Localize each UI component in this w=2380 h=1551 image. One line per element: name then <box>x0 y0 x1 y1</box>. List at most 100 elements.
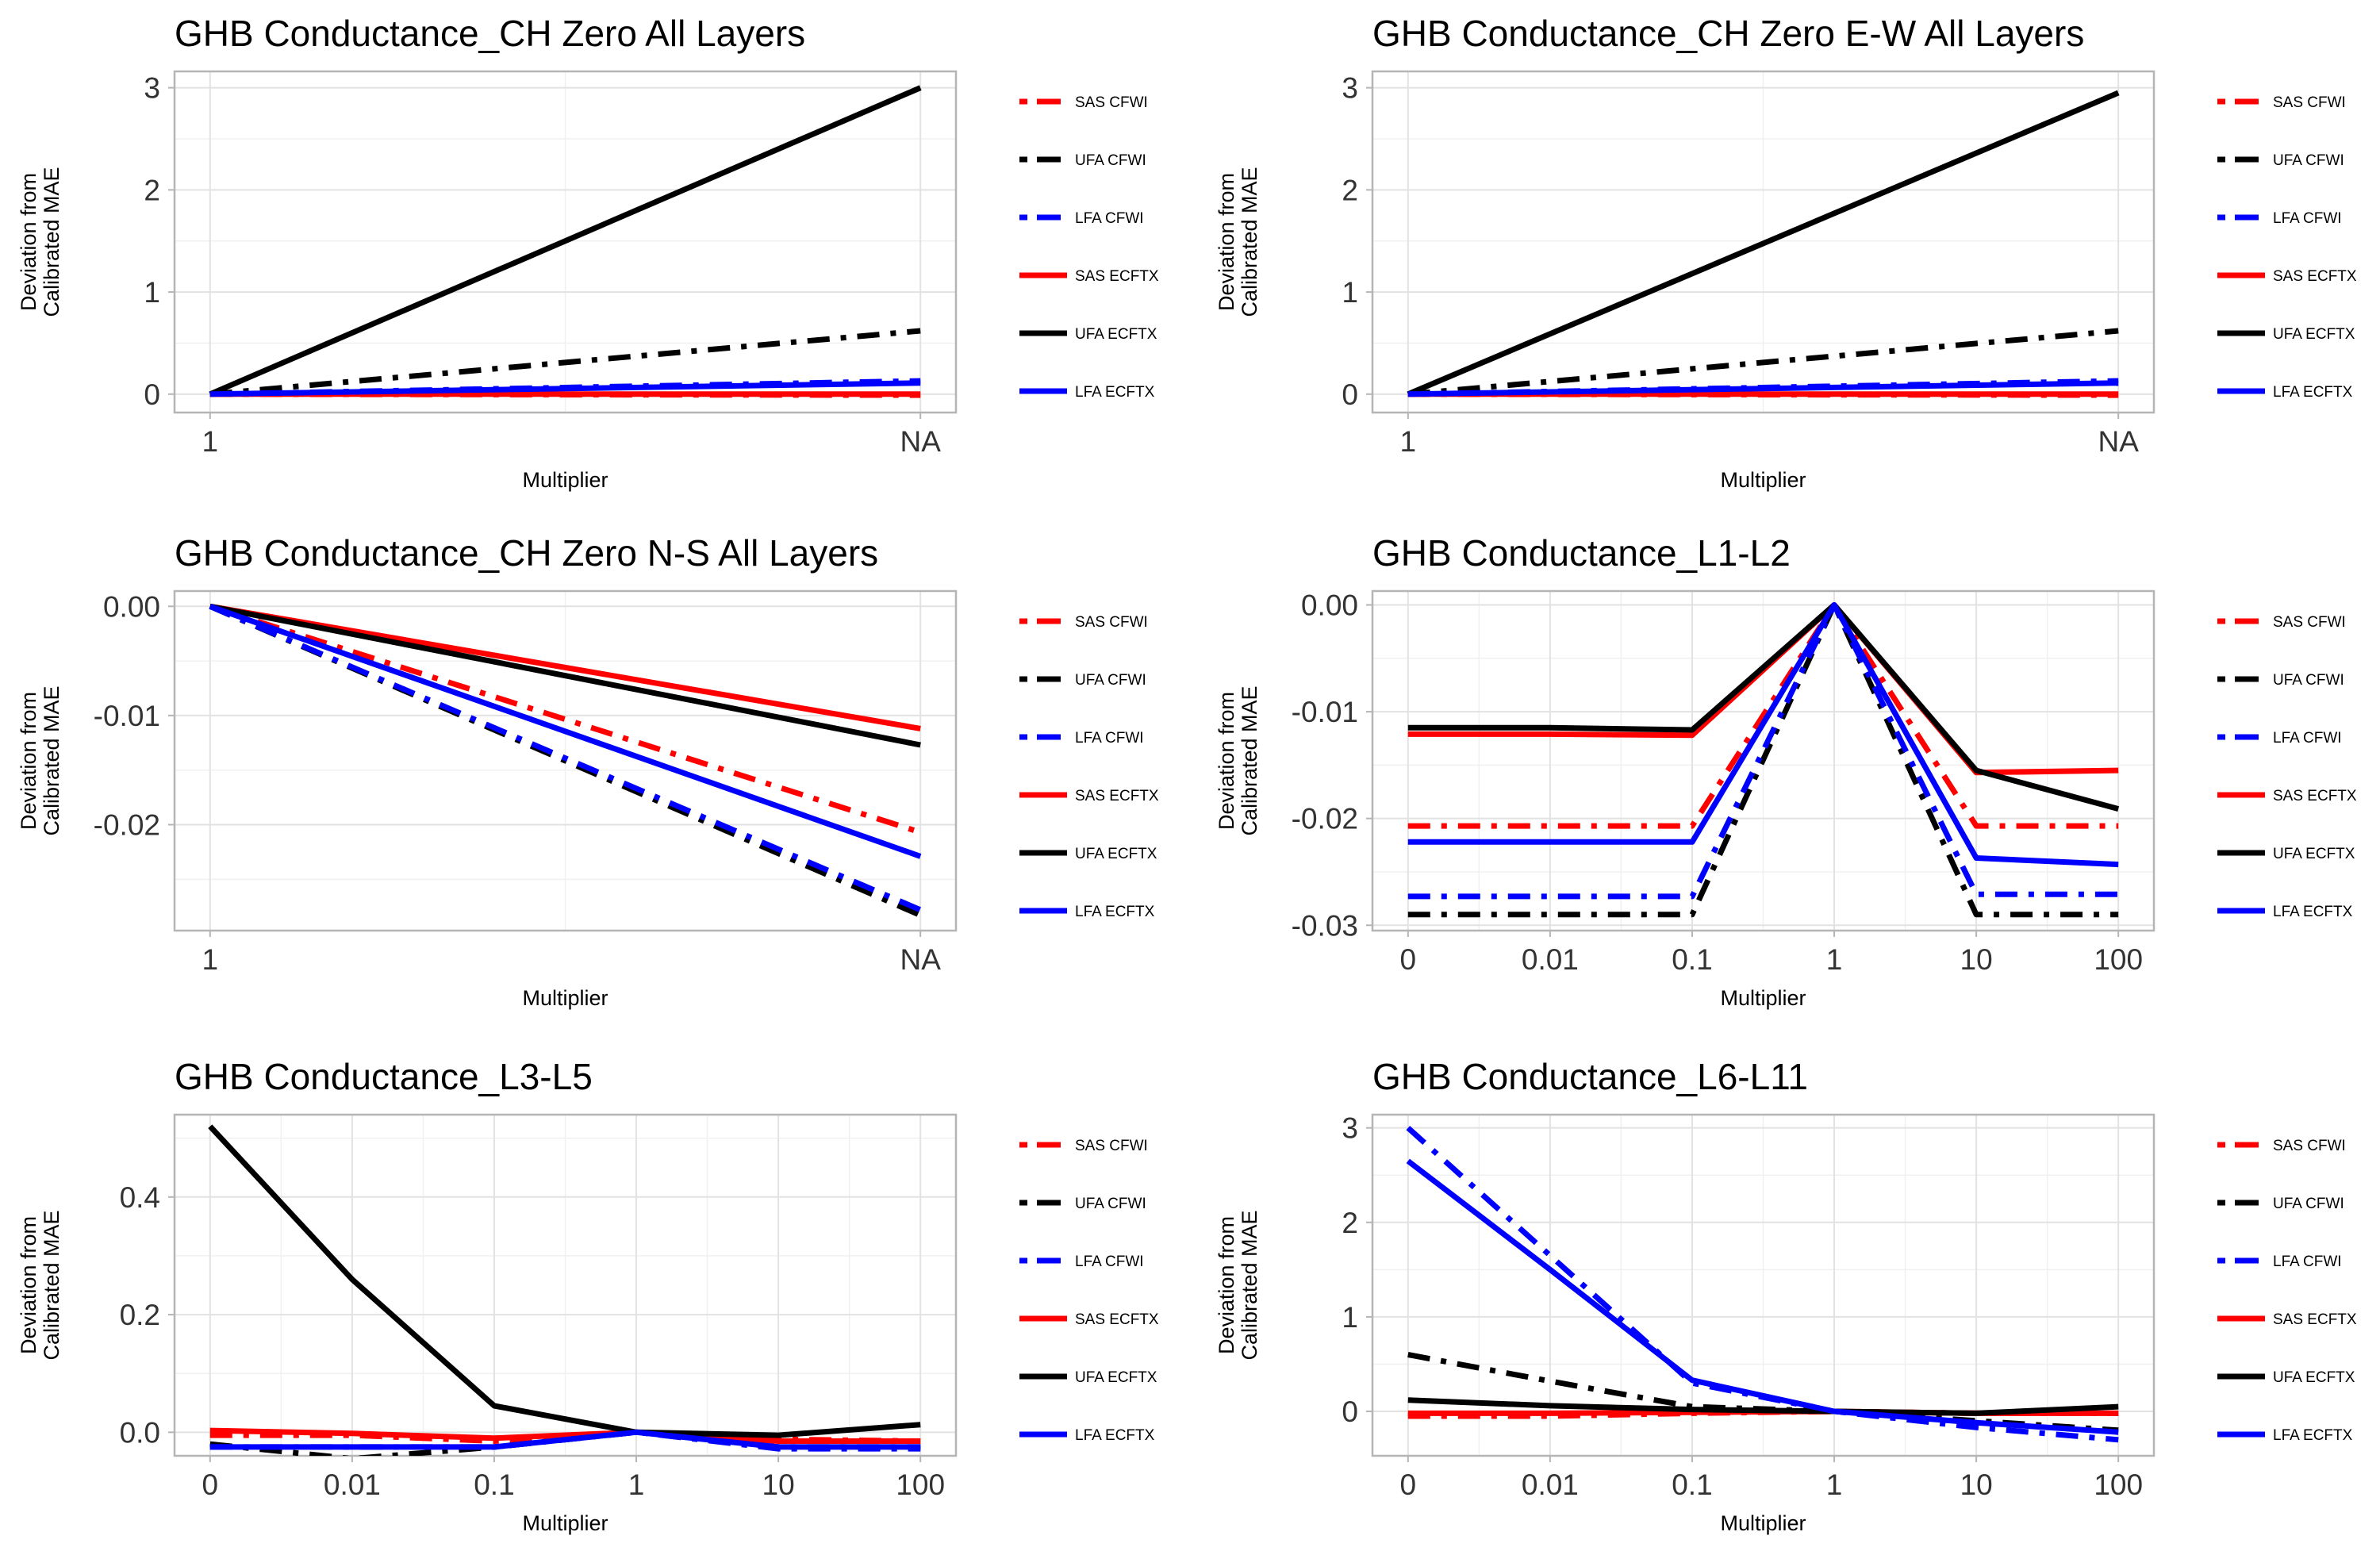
x-tick-label: 10 <box>1960 943 1993 976</box>
y-tick-label: 2 <box>1342 1207 1358 1239</box>
x-tick-label: 0.01 <box>324 1468 381 1501</box>
x-axis-label: Multiplier <box>522 468 608 492</box>
x-axis-label: Multiplier <box>1720 468 1806 492</box>
y-tick-label: 3 <box>144 72 160 105</box>
y-tick-label: 3 <box>1342 72 1358 105</box>
y-tick-label: -0.02 <box>94 809 160 842</box>
x-tick-label: 0.1 <box>474 1468 514 1501</box>
y-axis-label-line: Calibrated MAE <box>40 685 63 835</box>
x-axis-label: Multiplier <box>1720 1511 1806 1535</box>
x-tick-label: 0 <box>1400 943 1417 976</box>
series-line-ufa-ecftx <box>1407 602 2120 812</box>
x-tick-label: 1 <box>1400 425 1417 458</box>
panel-border <box>1371 1113 2155 1457</box>
legend-label: SAS ECFTX <box>2273 1311 2357 1328</box>
series-group <box>209 603 922 918</box>
chart-title: GHB Conductance_L3-L5 <box>175 1056 593 1097</box>
y-axis-label-line: Calibrated MAE <box>40 167 63 317</box>
legend-label: SAS ECFTX <box>2273 268 2357 285</box>
chart-title: GHB Conductance_L1-L2 <box>1372 532 1791 574</box>
x-tick-label: 10 <box>762 1468 795 1501</box>
series-line-ufa-cfwi <box>209 328 921 397</box>
panel-border <box>173 70 958 414</box>
x-tick-label: 1 <box>1826 1468 1843 1501</box>
legend: SAS CFWI UFA CFWI LFA CFWI SAS ECFTX UFA ECF… <box>1019 94 1159 401</box>
y-axis-label-line: Deviation from <box>1215 692 1238 830</box>
panel-border <box>173 1113 958 1457</box>
legend-label: LFA CFWI <box>2273 210 2342 227</box>
x-tick-label: 1 <box>1826 943 1843 976</box>
x-tick-label: NA <box>2098 425 2139 458</box>
series-line-lfa-cfwi <box>209 604 922 913</box>
x-tick-label: 10 <box>1960 1468 1993 1501</box>
x-tick-label: 1 <box>202 943 219 976</box>
legend: SAS CFWI UFA CFWI LFA CFWI SAS ECFTX UFA ECF… <box>2217 94 2357 401</box>
x-tick-label: NA <box>900 425 941 458</box>
chart-panel-3: 0.00 -0.01 -0.02 1 NA GHB Conductance_CH Zero… <box>17 532 1159 1010</box>
legend-label: SAS ECFTX <box>2273 788 2357 804</box>
series-line-ufa-ecftx <box>209 603 921 748</box>
y-axis-label-line: Deviation from <box>17 173 40 311</box>
legend-label: LFA ECFTX <box>2273 904 2353 920</box>
chart-panel-4: 0.00 -0.01 -0.02 -0.03 0 0.01 0.1 1 10 100 GHB Con… <box>1215 532 2357 1010</box>
series-group <box>1406 1126 2119 1443</box>
y-tick-label: -0.03 <box>1292 909 1358 942</box>
chart-title: GHB Conductance_CH Zero N-S All Layers <box>175 532 878 574</box>
chart-panel-1: 0 1 2 3 1 NA GHB Conductance_CH Zero All Layer… <box>17 13 1159 492</box>
y-axis-label: Deviation fromCalibrated MAE <box>1215 167 1261 317</box>
legend-label: SAS CFWI <box>2273 1138 2346 1154</box>
panel-border <box>1371 70 2155 414</box>
legend-label: UFA ECFTX <box>1075 326 1157 343</box>
legend-label: LFA ECFTX <box>2273 384 2353 401</box>
y-tick-label: -0.02 <box>1292 803 1358 835</box>
y-axis-label-line: Calibrated MAE <box>1238 167 1261 317</box>
legend-label: UFA ECFTX <box>1075 1369 1157 1386</box>
x-tick-label: 0 <box>1400 1468 1417 1501</box>
legend-label: LFA CFWI <box>2273 730 2342 747</box>
legend-label: SAS ECFTX <box>1075 268 1159 285</box>
x-tick-label: 0 <box>202 1468 219 1501</box>
legend: SAS CFWI UFA CFWI LFA CFWI SAS ECFTX UFA ECF… <box>1019 614 1159 920</box>
x-tick-label: 0.01 <box>1522 1468 1579 1501</box>
x-axis-label: Multiplier <box>522 986 608 1010</box>
series-line-lfa-ecftx <box>209 1429 921 1450</box>
legend-label: SAS CFWI <box>1075 1138 1148 1154</box>
y-axis-label-line: Deviation from <box>17 1216 40 1354</box>
y-axis-label: Deviation fromCalibrated MAE <box>17 685 63 835</box>
chart-title: GHB Conductance_L6-L11 <box>1372 1056 1808 1097</box>
x-tick-label: 1 <box>202 425 219 458</box>
chart-panel-5: 0.0 0.2 0.4 0 0.01 0.1 1 10 100 GHB Conductance_L… <box>17 1056 1159 1535</box>
legend-label: SAS ECFTX <box>1075 788 1159 804</box>
series-line-sas-cfwi <box>209 603 922 835</box>
y-tick-label: 0.0 <box>120 1416 160 1449</box>
y-tick-label: 1 <box>1342 276 1358 309</box>
legend-label: SAS CFWI <box>1075 614 1148 631</box>
chart-title: GHB Conductance_CH Zero All Layers <box>175 13 805 54</box>
legend-label: LFA CFWI <box>1075 730 1144 747</box>
x-tick-label: 0.1 <box>1672 943 1712 976</box>
legend-label: LFA ECFTX <box>2273 1427 2353 1444</box>
legend-label: LFA CFWI <box>1075 1253 1144 1270</box>
legend-label: UFA CFWI <box>1075 672 1146 689</box>
x-tick-label: 100 <box>896 1468 945 1501</box>
chart-panel-2: 0 1 2 3 1 NA GHB Conductance_CH Zero E-W All L… <box>1215 13 2357 492</box>
series-line-lfa-ecftx <box>1407 380 2119 397</box>
x-tick-label: 0.1 <box>1672 1468 1712 1501</box>
y-tick-label: 0 <box>1342 378 1358 411</box>
legend-label: UFA CFWI <box>1075 152 1146 169</box>
legend-label: UFA ECFTX <box>2273 846 2355 862</box>
legend-label: LFA ECFTX <box>1075 1427 1155 1444</box>
legend-label: SAS CFWI <box>2273 94 2346 111</box>
series-line-ufa-cfwi <box>1407 602 2119 918</box>
y-tick-label: 0 <box>144 378 160 411</box>
legend-label: LFA CFWI <box>1075 210 1144 227</box>
y-axis-label: Deviation fromCalibrated MAE <box>17 1210 63 1360</box>
x-tick-label: 100 <box>2094 943 2143 976</box>
series-group <box>1407 602 2120 918</box>
legend-label: SAS CFWI <box>2273 614 2346 631</box>
legend-label: LFA ECFTX <box>1075 904 1155 920</box>
legend: SAS CFWI UFA CFWI LFA CFWI SAS ECFTX UFA ECF… <box>1019 1138 1159 1444</box>
legend: SAS CFWI UFA CFWI LFA CFWI SAS ECFTX UFA ECF… <box>2217 1138 2357 1444</box>
legend-label: UFA CFWI <box>2273 672 2344 689</box>
